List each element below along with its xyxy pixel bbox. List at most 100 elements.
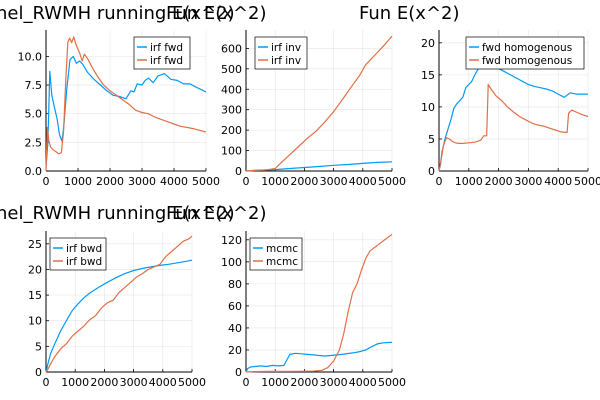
y-tick-label: 0.0 bbox=[25, 165, 43, 178]
x-tick-label: 1000 bbox=[61, 376, 89, 389]
x-tick-label: 2000 bbox=[90, 376, 118, 389]
x-tick-label: 5000 bbox=[378, 175, 406, 188]
y-tick-label: 2.5 bbox=[25, 136, 43, 149]
series-line-2 bbox=[245, 233, 393, 373]
subplot-4: 0 5 10 15 20 25 0 1000 2000 3000 4000 5000 nel_RWMH … bbox=[0, 203, 235, 389]
x-tick-label: 0 bbox=[436, 175, 443, 188]
y-tick-label: 60 bbox=[228, 300, 242, 313]
x-tick-label: 5000 bbox=[574, 175, 600, 188]
x-tick-label: 1000 bbox=[64, 175, 92, 188]
y-tick-label: 10 bbox=[28, 315, 42, 328]
chart-title: nel_RWMH running E(x^2) bbox=[0, 203, 235, 224]
x-tick-label: 2000 bbox=[290, 175, 318, 188]
y-tick-label: 20 bbox=[421, 37, 435, 50]
chart-title: Fun E(x^2) bbox=[359, 3, 460, 24]
legend-label: irf fwd bbox=[150, 42, 183, 54]
series-line-1 bbox=[245, 341, 393, 373]
y-tick-label: 0 bbox=[235, 366, 242, 379]
legend-label: irf bwd bbox=[66, 256, 102, 268]
y-tick-label: 20 bbox=[228, 344, 242, 357]
y-tick-label: 15 bbox=[421, 69, 435, 82]
legend-label: irf bwd bbox=[66, 243, 102, 255]
x-tick-label: 0 bbox=[243, 376, 250, 389]
y-tick-label: 5 bbox=[35, 340, 42, 353]
x-tick-label: 5000 bbox=[192, 175, 220, 188]
series-line-2 bbox=[45, 36, 207, 172]
y-tick-label: 10 bbox=[421, 101, 435, 114]
y-tick-label: 100 bbox=[221, 256, 242, 269]
x-tick-label: 3000 bbox=[320, 175, 348, 188]
x-tick-label: 2000 bbox=[290, 376, 318, 389]
y-tick-label: 10.0 bbox=[18, 50, 43, 63]
x-tick-label: 4000 bbox=[349, 376, 377, 389]
x-tick-label: 2000 bbox=[485, 175, 513, 188]
series-line-2 bbox=[438, 83, 589, 172]
legend-box bbox=[254, 36, 308, 70]
chart-title: Fun E(x^2) bbox=[166, 3, 267, 24]
chart-title: nel_RWMH running E(x^2) bbox=[0, 3, 235, 24]
x-tick-label: 5000 bbox=[178, 376, 206, 389]
chart-title: Fun E(x^2) bbox=[166, 203, 267, 224]
x-tick-label: 5000 bbox=[378, 376, 406, 389]
x-tick-label: 3000 bbox=[128, 175, 156, 188]
x-tick-label: 4000 bbox=[349, 175, 377, 188]
x-tick-label: 3000 bbox=[514, 175, 542, 188]
y-tick-label: 5.0 bbox=[25, 108, 43, 121]
x-tick-label: 2000 bbox=[96, 175, 124, 188]
x-tick-label: 3000 bbox=[120, 376, 148, 389]
legend-label: mcmc bbox=[266, 256, 298, 268]
series-line-1 bbox=[45, 259, 193, 373]
y-tick-label: 120 bbox=[221, 234, 242, 247]
series-line-2 bbox=[245, 35, 393, 172]
legend-box bbox=[249, 237, 303, 271]
y-tick-label: 200 bbox=[221, 124, 242, 137]
x-tick-label: 0 bbox=[243, 175, 250, 188]
y-tick-label: 80 bbox=[228, 278, 242, 291]
y-tick-label: 25 bbox=[28, 238, 42, 251]
x-tick-label: 0 bbox=[43, 175, 50, 188]
legend-label: irf inv bbox=[271, 42, 301, 54]
series-line-2 bbox=[45, 235, 193, 373]
x-tick-label: 3000 bbox=[320, 376, 348, 389]
y-tick-label: 0 bbox=[35, 366, 42, 379]
y-tick-label: 600 bbox=[221, 42, 242, 55]
y-tick-label: 500 bbox=[221, 63, 242, 76]
y-tick-label: 300 bbox=[221, 104, 242, 117]
legend-label: irf fwd bbox=[150, 55, 183, 67]
y-tick-label: 20 bbox=[28, 263, 42, 276]
x-tick-label: 4000 bbox=[149, 376, 177, 389]
x-tick-label: 4000 bbox=[160, 175, 188, 188]
legend-box bbox=[133, 36, 191, 70]
y-tick-label: 400 bbox=[221, 83, 242, 96]
series-line-1 bbox=[438, 58, 588, 172]
legend-box bbox=[465, 36, 585, 70]
y-tick-label: 7.5 bbox=[25, 79, 43, 92]
x-tick-label: 1000 bbox=[261, 376, 289, 389]
y-tick-label: 0 bbox=[235, 165, 242, 178]
y-tick-label: 15 bbox=[28, 289, 42, 302]
series-line-1 bbox=[45, 55, 207, 168]
y-tick-label: 100 bbox=[221, 145, 242, 158]
x-tick-label: 1000 bbox=[455, 175, 483, 188]
y-tick-label: 40 bbox=[228, 322, 242, 335]
y-tick-label: 0 bbox=[428, 165, 435, 178]
legend-label: fwd homogenous bbox=[482, 55, 572, 67]
legend-label: fwd homogenous bbox=[482, 42, 572, 54]
legend-label: mcmc bbox=[266, 243, 298, 255]
x-tick-label: 1000 bbox=[261, 175, 289, 188]
x-tick-label: 4000 bbox=[544, 175, 572, 188]
subplot-1: 0.0 2.5 5.0 7.5 10.0 0 1000 2000 3000 4000 5000 nel… bbox=[0, 3, 235, 188]
y-tick-label: 5 bbox=[428, 133, 435, 146]
legend-label: irf inv bbox=[271, 55, 301, 67]
x-tick-label: 0 bbox=[43, 376, 50, 389]
legend-box bbox=[49, 237, 107, 271]
